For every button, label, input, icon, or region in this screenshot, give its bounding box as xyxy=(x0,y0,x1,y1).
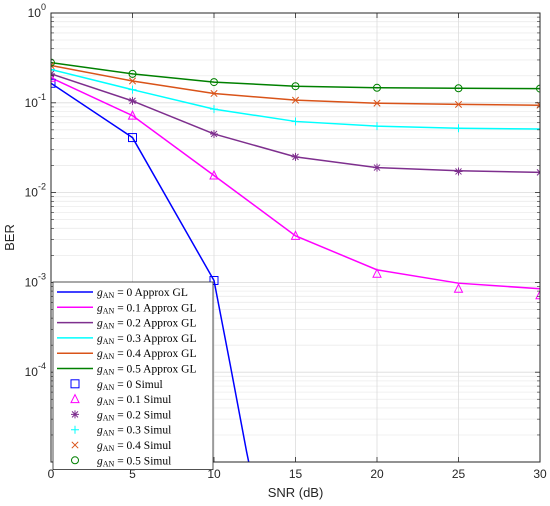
y-tick-label: 10-4 xyxy=(25,361,46,379)
series-0 xyxy=(51,82,250,462)
data-point xyxy=(210,78,218,87)
data-point xyxy=(291,117,300,126)
legend-marker xyxy=(71,425,79,434)
legend-label: gAN = 0.2 Approx GL xyxy=(97,318,197,331)
data-point xyxy=(535,289,540,300)
y-tick-label: 100 xyxy=(28,2,46,20)
legend-box xyxy=(52,281,214,471)
data-point xyxy=(291,82,300,91)
data-point xyxy=(51,61,55,70)
data-point xyxy=(454,167,463,176)
legend-item: gAN = 0.2 Simul xyxy=(71,409,171,422)
legend-item: gAN = 0 Simul xyxy=(70,379,163,392)
data-point xyxy=(290,230,301,240)
data-point xyxy=(209,275,219,285)
data-point xyxy=(128,69,137,78)
data-point xyxy=(291,152,300,161)
legend-item: gAN = 0 Approx GL xyxy=(57,287,188,300)
data-point xyxy=(210,129,218,138)
legend-label: gAN = 0.4 Approx GL xyxy=(97,348,197,361)
data-point xyxy=(128,85,137,94)
data-point xyxy=(454,84,463,93)
data-point xyxy=(209,169,219,180)
x-axis-label: SNR (dB) xyxy=(268,485,324,500)
series-line xyxy=(51,82,250,462)
data-point xyxy=(373,122,381,131)
x-tick-label: 30 xyxy=(533,467,547,481)
y-tick-labels: 100 10-1 10-2 10-3 10-4 xyxy=(25,2,46,379)
legend-item: gAN = 0.4 Approx GL xyxy=(57,348,197,361)
data-point xyxy=(373,83,381,92)
series-6 xyxy=(51,78,219,285)
x-tick-labels: 0 5 10 15 20 25 30 xyxy=(48,467,547,481)
legend-label: gAN = 0.1 Approx GL xyxy=(97,302,197,315)
legend-item: gAN = 0.4 Simul xyxy=(71,440,171,453)
legend-item: gAN = 0.5 Simul xyxy=(71,455,171,468)
legend-label: gAN = 0.5 Simul xyxy=(97,455,171,468)
legend-marker xyxy=(71,456,79,465)
legend-label: gAN = 0.4 Simul xyxy=(97,440,171,453)
series-9 xyxy=(51,65,540,134)
y-tick-label: 10-2 xyxy=(25,182,46,200)
series-line xyxy=(51,61,540,90)
legend-marker xyxy=(71,441,79,449)
data-point xyxy=(128,133,137,143)
data-point xyxy=(210,89,218,98)
legend-label: gAN = 0.2 Simul xyxy=(97,409,171,422)
data-point xyxy=(127,109,138,120)
data-point xyxy=(454,100,463,108)
data-point xyxy=(210,105,218,114)
data-point xyxy=(128,96,137,105)
legend-item: gAN = 0.1 Approx GL xyxy=(57,302,197,315)
legend-label: gAN = 0.3 Approx GL xyxy=(97,333,197,346)
data-point xyxy=(373,163,381,172)
x-tick-label: 25 xyxy=(452,467,466,481)
legend-item: gAN = 0.3 Simul xyxy=(71,425,171,438)
legend-item: gAN = 0.5 Approx GL xyxy=(57,364,197,377)
x-tick-label: 20 xyxy=(370,467,384,481)
series-7 xyxy=(51,72,540,300)
legend-item: gAN = 0.3 Approx GL xyxy=(57,333,197,346)
series-5 xyxy=(51,61,540,90)
series-8 xyxy=(51,69,540,177)
legend-label: gAN = 0 Simul xyxy=(97,379,163,392)
x-tick-label: 15 xyxy=(289,467,303,481)
data-point xyxy=(454,124,463,133)
data-point xyxy=(536,84,540,93)
data-point xyxy=(291,96,300,104)
data-point xyxy=(373,99,381,107)
data-point xyxy=(453,283,464,293)
legend-marker xyxy=(71,410,79,419)
data-point xyxy=(372,268,382,278)
x-tick-label: 10 xyxy=(207,467,221,481)
data-point xyxy=(536,125,540,134)
x-tick-label: 5 xyxy=(129,467,136,481)
legend-label: gAN = 0.3 Simul xyxy=(97,425,171,438)
legend: gAN = 0 Approx GL gAN = 0.1 Approx GL gAN … xyxy=(52,281,214,471)
legend-label: gAN = 0.1 Simul xyxy=(97,394,171,407)
data-point xyxy=(51,72,56,82)
series-11 xyxy=(51,58,540,93)
legend-marker xyxy=(70,393,80,404)
legend-marker xyxy=(70,379,80,389)
data-point xyxy=(51,65,55,74)
y-axis-label: BER xyxy=(2,224,17,251)
series-layer xyxy=(51,58,540,462)
data-point xyxy=(128,77,137,85)
data-point xyxy=(51,58,55,67)
y-tick-label: 10-1 xyxy=(25,92,46,110)
y-tick-label: 10-3 xyxy=(25,271,46,289)
legend-item: gAN = 0.2 Approx GL xyxy=(57,318,197,331)
legend-item: gAN = 0.1 Simul xyxy=(70,393,171,407)
data-point xyxy=(51,78,56,88)
legend-label: gAN = 0.5 Approx GL xyxy=(97,364,197,377)
legend-label: gAN = 0 Approx GL xyxy=(97,287,188,300)
x-tick-label: 0 xyxy=(48,467,55,481)
